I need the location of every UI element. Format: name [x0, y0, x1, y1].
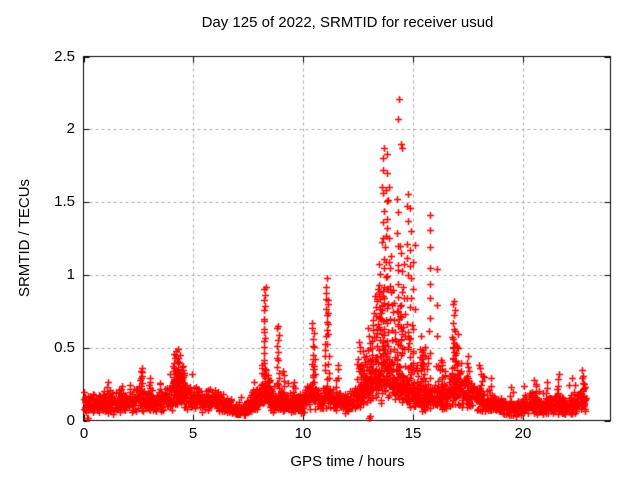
x-axis-label: GPS time / hours: [290, 453, 405, 470]
y-tick-label: 0.5: [54, 339, 75, 356]
x-tick-label: 20: [514, 425, 532, 442]
y-tick-label: 2: [66, 120, 75, 137]
y-tick-label: 0: [66, 412, 75, 429]
y-tick-label: 1: [66, 266, 75, 283]
y-axis-label: SRMTID / TECUs: [16, 178, 33, 298]
x-tick-label: 0: [79, 425, 89, 442]
y-tick-label: 2.5: [54, 48, 75, 65]
x-tick-label: 10: [294, 425, 312, 442]
y-tick-label: 1.5: [54, 193, 75, 210]
x-tick-label: 15: [404, 425, 422, 442]
chart-title: Day 125 of 2022, SRMTID for receiver usu…: [201, 14, 494, 31]
x-tick-label: 5: [188, 425, 198, 442]
